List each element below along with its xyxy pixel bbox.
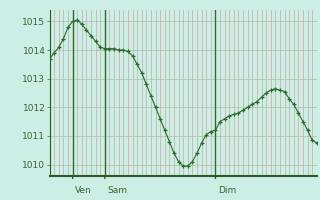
Text: Dim: Dim	[218, 186, 236, 195]
Text: Sam: Sam	[108, 186, 128, 195]
Text: Ven: Ven	[75, 186, 92, 195]
